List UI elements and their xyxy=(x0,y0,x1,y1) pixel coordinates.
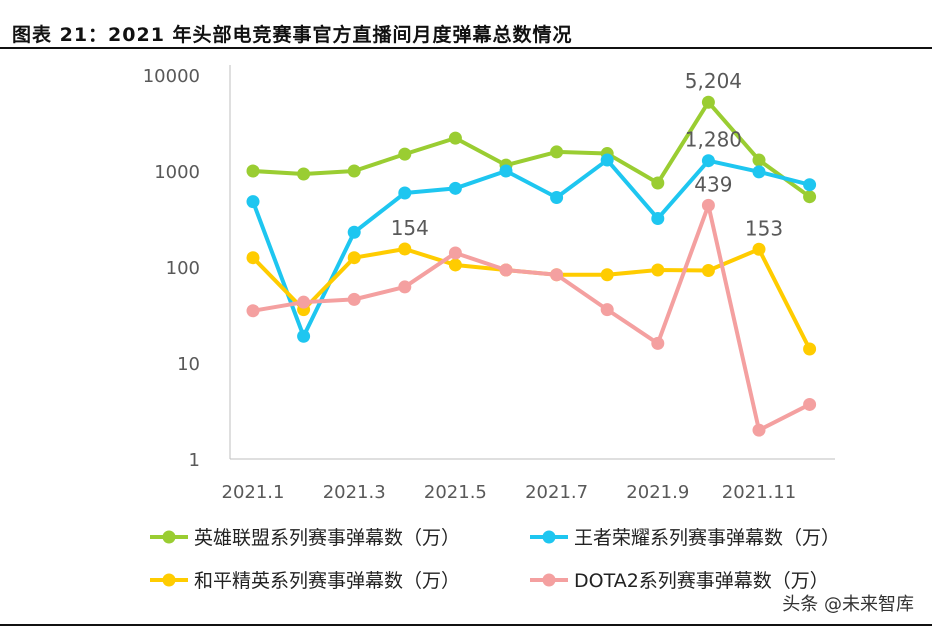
data-point xyxy=(246,304,260,318)
data-point xyxy=(701,198,715,212)
x-tick-label: 2021.11 xyxy=(722,482,796,503)
data-point xyxy=(701,263,715,277)
data-point xyxy=(803,178,817,192)
data-point xyxy=(246,251,260,265)
y-tick-label: 1000 xyxy=(154,162,200,183)
data-point xyxy=(550,190,564,204)
x-tick-label: 2021.1 xyxy=(222,482,285,503)
legend-label: 和平精英系列赛事弹幕数（万） xyxy=(194,570,460,592)
data-point xyxy=(398,186,412,200)
series-line xyxy=(252,100,811,199)
data-point xyxy=(701,95,715,109)
x-tick-label: 2021.5 xyxy=(424,482,487,503)
legend-marker xyxy=(162,530,176,544)
x-tick-label: 2021.3 xyxy=(323,482,386,503)
series-line xyxy=(252,203,811,433)
data-point xyxy=(550,268,564,282)
legend-label: DOTA2系列赛事弹幕数（万） xyxy=(574,570,829,592)
legend-label: 王者荣耀系列赛事弹幕数（万） xyxy=(574,527,840,549)
watermark: 头条 @未来智库 xyxy=(782,594,914,615)
data-point xyxy=(803,190,817,204)
data-point xyxy=(347,251,361,265)
data-point xyxy=(701,154,715,168)
data-point xyxy=(246,164,260,178)
data-point xyxy=(752,153,766,167)
legend-marker xyxy=(162,573,176,587)
data-label: 153 xyxy=(745,216,783,240)
data-point xyxy=(347,292,361,306)
data-point xyxy=(297,329,311,343)
data-label: 154 xyxy=(391,216,429,240)
legend-label: 英雄联盟系列赛事弹幕数（万） xyxy=(194,527,460,549)
data-point xyxy=(347,164,361,178)
title-divider xyxy=(0,47,932,49)
y-tick-label: 1 xyxy=(189,450,200,471)
data-point xyxy=(297,167,311,181)
legend-marker xyxy=(542,530,556,544)
data-point xyxy=(803,397,817,411)
data-point xyxy=(752,423,766,437)
data-point xyxy=(600,268,614,282)
data-point xyxy=(651,212,665,226)
data-label: 1,280 xyxy=(685,128,742,152)
data-point xyxy=(550,145,564,159)
figure-title: 图表 21：2021 年头部电竞赛事官方直播间月度弹幕总数情况 xyxy=(12,24,573,46)
data-point xyxy=(297,295,311,309)
data-point xyxy=(398,242,412,256)
y-tick-label: 10 xyxy=(177,354,200,375)
data-point xyxy=(803,342,817,356)
data-point xyxy=(651,176,665,190)
data-point xyxy=(600,303,614,317)
data-point xyxy=(398,280,412,294)
data-point xyxy=(752,242,766,256)
data-point xyxy=(448,181,462,195)
bottom-divider xyxy=(0,624,932,626)
data-point xyxy=(448,131,462,145)
data-point xyxy=(600,153,614,167)
data-point xyxy=(347,225,361,239)
data-label: 439 xyxy=(694,172,732,196)
data-point xyxy=(651,263,665,277)
data-point xyxy=(499,263,513,277)
series-line xyxy=(251,158,811,339)
data-label: 5,204 xyxy=(685,69,742,93)
y-tick-label: 10000 xyxy=(143,66,200,87)
legend-marker xyxy=(542,573,556,587)
data-point xyxy=(448,246,462,260)
data-point xyxy=(448,258,462,272)
data-point xyxy=(651,336,665,350)
x-tick-label: 2021.9 xyxy=(626,482,689,503)
x-tick-label: 2021.7 xyxy=(525,482,588,503)
data-point xyxy=(752,165,766,179)
data-point xyxy=(398,147,412,161)
data-point xyxy=(499,164,513,178)
y-tick-label: 100 xyxy=(166,258,200,279)
data-point xyxy=(246,195,260,209)
